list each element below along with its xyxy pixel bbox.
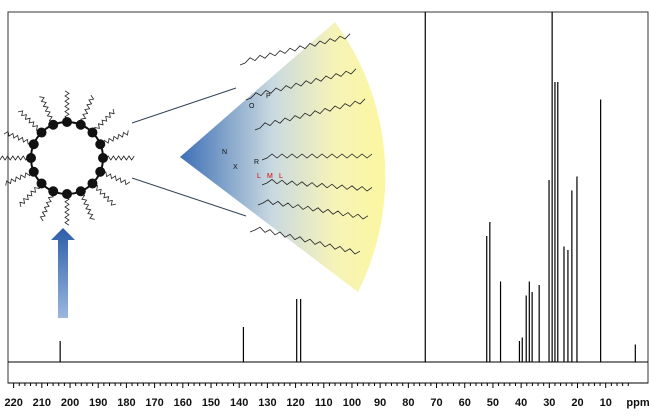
- x-tick-label: 170: [145, 397, 163, 409]
- particle-dot: [28, 166, 39, 177]
- ligand-chain: [5, 170, 34, 186]
- inset-illustration: N O P X R L M L: [0, 22, 386, 318]
- molecule-chain: [261, 153, 373, 161]
- ligand-chain: [64, 193, 70, 226]
- x-tick-label: 120: [286, 397, 304, 409]
- x-tick-label: 50: [487, 397, 499, 409]
- ligand-chains: [0, 90, 135, 226]
- particle-dot: [62, 189, 72, 199]
- particle-dot: [87, 178, 98, 189]
- ligand-chain: [80, 94, 95, 126]
- inset-label: M: [267, 173, 273, 180]
- molecule-chain: [245, 68, 357, 101]
- inset-label: O: [249, 103, 255, 110]
- arrow: [51, 228, 75, 318]
- x-tick-label: 20: [571, 397, 583, 409]
- ligand-chain: [92, 109, 115, 133]
- particle-dot: [36, 178, 47, 189]
- particle-dot: [26, 153, 36, 163]
- molecule-chain: [239, 33, 351, 66]
- particle-dot: [48, 186, 59, 197]
- ligand-chain: [0, 155, 32, 161]
- inset-label: P: [266, 93, 271, 100]
- connector: [131, 177, 247, 217]
- x-tick-label: 60: [459, 397, 471, 409]
- ligand-chain: [102, 155, 135, 161]
- x-axis-label: ppm: [626, 397, 649, 409]
- molecule-chain: [249, 226, 361, 255]
- ligand-chain: [3, 130, 35, 145]
- inset-label: N: [222, 149, 227, 156]
- particle-dot: [62, 117, 72, 127]
- ligand-chain: [19, 183, 42, 207]
- ligand-chain: [18, 110, 42, 133]
- x-tick-label: 210: [33, 397, 51, 409]
- ligand-chain: [92, 183, 116, 206]
- x-tick-label: 100: [343, 397, 361, 409]
- inset-label: X: [233, 164, 238, 171]
- particle-dot: [95, 166, 106, 177]
- ligand-chain: [39, 190, 54, 222]
- molecule-chain: [257, 199, 369, 220]
- x-tick-label: 90: [374, 397, 386, 409]
- x-tick-label: 130: [258, 397, 276, 409]
- ligand-chain: [64, 90, 70, 123]
- x-tick-label: 150: [202, 397, 220, 409]
- x-tick-label: 190: [89, 397, 107, 409]
- inset-label: L: [279, 173, 283, 180]
- molecule-chain: [254, 98, 366, 131]
- ligand-chain: [99, 171, 131, 186]
- x-tick-label: 70: [430, 397, 442, 409]
- x-tick-label: 110: [315, 397, 333, 409]
- x-tick-label: 160: [174, 397, 192, 409]
- ligand-chain: [79, 191, 95, 220]
- x-tick-label: 80: [402, 397, 414, 409]
- particle-dot: [95, 139, 106, 150]
- particle-dot: [48, 119, 59, 130]
- particle-dot: [98, 153, 108, 163]
- inset-label: R: [254, 159, 259, 166]
- x-tick-label: 220: [4, 397, 22, 409]
- ligand-chain: [100, 130, 129, 146]
- particle-dot: [75, 186, 86, 197]
- x-tick-label: 140: [230, 397, 248, 409]
- x-tick-label: 40: [515, 397, 527, 409]
- particle-dot: [75, 119, 86, 130]
- molecule-chain: [261, 178, 373, 192]
- particle-dot: [28, 139, 39, 150]
- particle-dot: [36, 127, 47, 138]
- x-tick-label: 200: [61, 397, 79, 409]
- connector: [131, 87, 237, 124]
- inset-label: L: [257, 173, 261, 180]
- x-tick-label: 180: [117, 397, 135, 409]
- nanoparticle: [26, 117, 108, 199]
- fan: [180, 22, 386, 292]
- x-tick-label: 30: [543, 397, 555, 409]
- particle-dot: [87, 127, 98, 138]
- ligand-chain: [39, 96, 55, 125]
- x-tick-label: 10: [600, 397, 612, 409]
